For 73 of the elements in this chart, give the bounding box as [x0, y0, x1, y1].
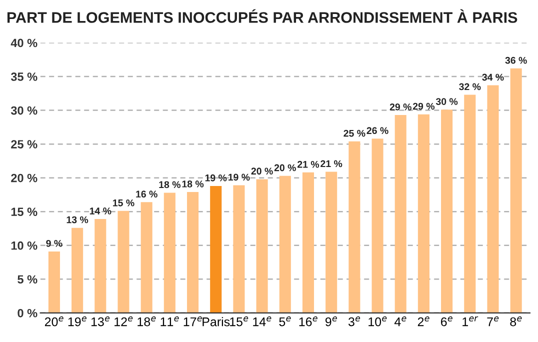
x-tick-label: 14$^{e}$ [253, 316, 272, 326]
data-label: 36 % [505, 56, 527, 64]
x-tick-label: 15$^{e}$ [230, 316, 248, 326]
x-tick-label: 3$^{e}$ [348, 316, 360, 326]
y-tick-label: 30 % [10, 106, 38, 115]
x-tick-label: 18$^{e}$ [138, 316, 156, 326]
bar [118, 210, 130, 313]
data-label: 34 % [482, 74, 504, 81]
data-label: 29 % [412, 102, 435, 110]
y-tick-label: 25 % [11, 140, 38, 148]
x-tick-label: 2$^{e}$ [418, 316, 430, 326]
x-tick-label: 5$^{e}$ [279, 316, 291, 326]
bar [140, 202, 152, 313]
x-tick-label: Paris [202, 317, 230, 326]
x-tick-label: 9$^{e}$ [325, 316, 337, 326]
bar [464, 94, 476, 313]
data-label: 9 % [46, 240, 62, 247]
x-tick-label: 8$^{e}$ [510, 316, 522, 326]
bar [418, 114, 430, 313]
bar [510, 68, 522, 313]
x-tick-label: 16$^{e}$ [299, 316, 318, 326]
bar [48, 251, 60, 313]
bar [302, 172, 314, 313]
x-tick-label: 7$^{e}$ [487, 316, 499, 326]
bar [326, 172, 338, 313]
x-tick-label: 6$^{e}$ [440, 316, 452, 326]
data-label: 19 % [205, 174, 227, 182]
x-tick-label: 20$^{e}$ [44, 316, 64, 326]
bar [164, 192, 176, 313]
x-tick-label: 17$^{e}$ [184, 316, 202, 326]
y-tick-label: 15 % [11, 208, 38, 216]
bar [487, 85, 499, 313]
y-tick-label: 5 % [18, 275, 38, 284]
x-tick-label: 19$^{e}$ [68, 316, 86, 326]
y-tick-label: 10 % [11, 241, 38, 250]
data-label: 30 % [436, 98, 458, 106]
data-label: 18 % [182, 180, 204, 188]
bar [441, 110, 453, 313]
data-label: 21 % [297, 160, 320, 168]
y-tick-label: 20 % [11, 174, 38, 182]
x-tick-label: 4$^{e}$ [394, 316, 406, 326]
data-label: 32 % [459, 83, 481, 90]
y-tick-label: 0 % [18, 308, 38, 318]
bar [372, 138, 384, 313]
bar [256, 179, 268, 313]
bar [72, 228, 84, 313]
data-label: 20 % [274, 164, 296, 172]
data-label: 25 % [344, 130, 366, 137]
chart-title: PART DE LOGEMENTS INOCCUPÉS PAR ARRONDISSEMENT À PARIS [7, 9, 518, 23]
y-tick-label: 35 % [10, 72, 38, 81]
bar [210, 186, 222, 313]
data-label: 15 % [113, 199, 134, 206]
data-label: 29 % [390, 104, 412, 110]
data-label: 14 % [90, 208, 112, 214]
data-label: 21 % [320, 160, 342, 168]
x-tick-label: 10$^{e}$ [368, 316, 387, 326]
bar [94, 219, 106, 313]
x-tick-label: 11$^{e}$ [160, 316, 179, 326]
bar [233, 185, 245, 313]
y-tick-label: 40 % [10, 38, 38, 48]
x-tick-label: 13$^{e}$ [91, 316, 110, 326]
data-label: 26 % [366, 127, 388, 134]
bar [394, 115, 406, 313]
data-label: 20 % [251, 168, 273, 175]
data-label: 16 % [136, 190, 158, 198]
bar [186, 192, 199, 313]
data-label: 19 % [228, 174, 250, 181]
bar [279, 176, 291, 313]
data-label: 13 % [66, 216, 88, 224]
x-tick-label: 1$^{er}$ [462, 316, 478, 326]
x-tick-label: 12$^{e}$ [114, 316, 133, 326]
bar [348, 141, 360, 313]
data-label: 18 % [159, 181, 180, 188]
